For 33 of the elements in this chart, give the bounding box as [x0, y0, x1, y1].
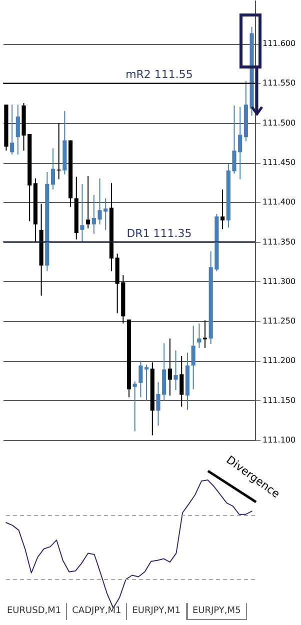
- candlestick: [202, 320, 208, 349]
- candlestick: [132, 380, 137, 432]
- candlestick: [86, 176, 90, 229]
- candlestick: [174, 350, 178, 391]
- candlestick: [50, 148, 56, 190]
- candlestick: [168, 338, 172, 396]
- annotation: CADJPY,M1: [67, 603, 128, 620]
- candlestick: [56, 122, 61, 180]
- candlestick: [220, 188, 225, 230]
- candlestick: [10, 104, 14, 156]
- y-tick-label: 111.450: [262, 158, 296, 168]
- annotation: EURJPY,M5: [186, 603, 247, 620]
- y-tick-label: 111.150: [262, 396, 296, 405]
- y-tick-label: 111.500: [262, 118, 296, 128]
- annotation: EURJPY,M1: [127, 603, 186, 620]
- y-tick-label: 111.200: [262, 356, 296, 366]
- annotation: EURUSD,M1: [2, 603, 68, 620]
- candlestick: [191, 325, 196, 390]
- y-tick-label: 111.100: [262, 436, 296, 444]
- candlestick: [180, 355, 184, 408]
- candlestick: [138, 360, 143, 398]
- ref-line-label: mR2 111.55: [126, 68, 193, 82]
- y-tick-label: 111.600: [262, 39, 296, 48]
- y-tick-label: 111.400: [262, 198, 296, 207]
- y-tick-label: 111.300: [262, 276, 296, 286]
- candlestick: [197, 322, 202, 349]
- y-tick-label: 111.550: [262, 78, 296, 88]
- candlestick: [144, 364, 149, 402]
- y-tick-label: 111.350: [262, 237, 296, 246]
- ref-line-label: DR1 111.35: [126, 226, 192, 240]
- y-tick-label: 111.250: [262, 316, 296, 326]
- candlestick: [80, 183, 84, 244]
- candlestick: [16, 104, 20, 156]
